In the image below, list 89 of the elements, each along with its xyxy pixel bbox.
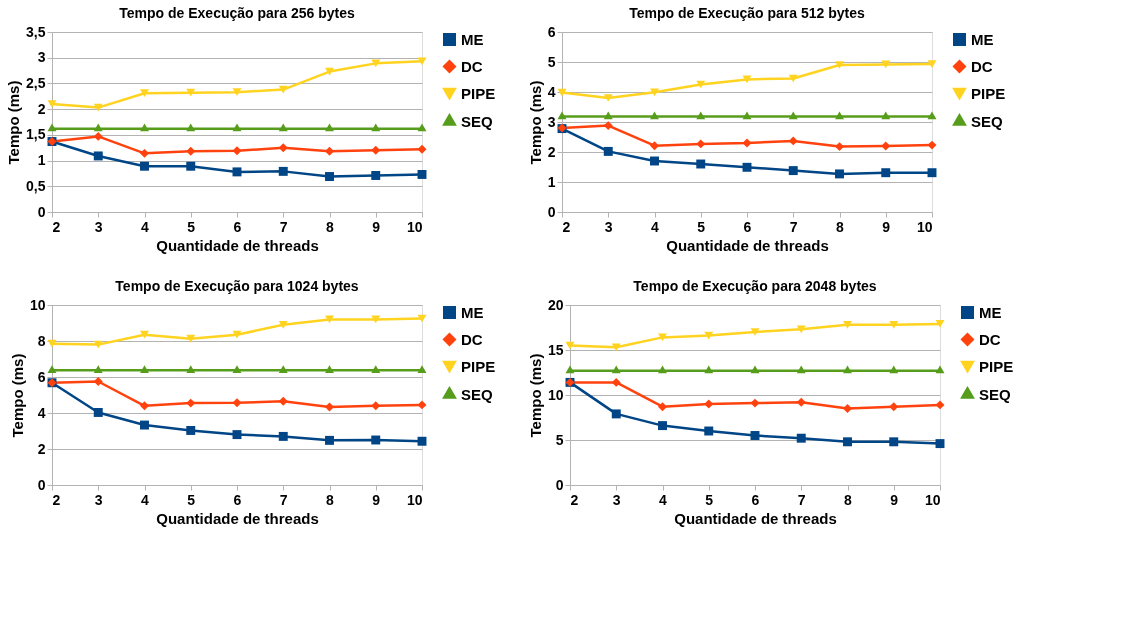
y-tick-label: 1,5: [26, 126, 46, 143]
y-tick-label: 1: [37, 152, 46, 169]
x-axis-title: Quantidade de threads: [674, 509, 837, 527]
y-tick-label: 8: [37, 332, 46, 349]
x-tick-label: 5: [705, 491, 714, 508]
y-axis-title: Tempo (ms): [526, 80, 544, 165]
x-tick-label: 6: [233, 218, 242, 235]
x-tick-label: 6: [743, 218, 752, 235]
y-tick-label: 10: [29, 296, 46, 313]
y-tick-label: 3: [37, 49, 46, 66]
x-tick-label: 3: [604, 218, 613, 235]
x-tick-label: 7: [279, 218, 288, 235]
y-tick-label: 5: [555, 431, 564, 448]
y-tick-label: 2,5: [26, 74, 46, 91]
legend-label: DC: [461, 330, 483, 348]
y-axis-title: Tempo (ms): [8, 353, 26, 438]
x-axis-title: Quantidade de threads: [156, 236, 319, 254]
chart-title: Tempo de Execução para 2048 bytes: [633, 278, 877, 294]
x-tick-label: 6: [751, 491, 760, 508]
y-tick-label: 0: [555, 476, 564, 493]
x-tick-label: 8: [326, 218, 335, 235]
x-tick-label: 7: [797, 491, 806, 508]
x-axis-title: Quantidade de threads: [666, 236, 829, 254]
x-tick-label: 8: [844, 491, 853, 508]
x-tick-label: 5: [187, 491, 196, 508]
x-tick-label: 3: [94, 491, 103, 508]
x-tick-label: 6: [233, 491, 242, 508]
x-tick-label: 3: [612, 491, 621, 508]
y-tick-label: 0: [37, 476, 46, 493]
x-tick-label: 4: [659, 491, 668, 508]
legend-label: DC: [979, 330, 1001, 348]
x-tick-label: 9: [372, 218, 381, 235]
legend-label: PIPE: [461, 357, 496, 375]
legend-label: ME: [461, 30, 484, 48]
y-axis-title: Tempo (ms): [526, 353, 544, 438]
y-tick-label: 4: [547, 83, 556, 100]
legend-label: ME: [971, 30, 994, 48]
y-tick-label: 6: [547, 23, 556, 40]
legend-label: SEQ: [971, 112, 1004, 130]
y-tick-label: 2: [547, 143, 556, 160]
y-tick-label: 0: [547, 203, 556, 220]
y-tick-label: 15: [547, 341, 564, 358]
legend-label: SEQ: [461, 385, 494, 403]
y-tick-label: 5: [547, 53, 556, 70]
x-tick-label: 8: [326, 491, 335, 508]
x-tick-label: 10: [924, 491, 941, 508]
x-axis-title: Quantidade de threads: [156, 509, 319, 527]
y-tick-label: 0: [37, 203, 46, 220]
x-tick-label: 10: [406, 218, 423, 235]
x-tick-label: 2: [570, 491, 579, 508]
x-tick-label: 3: [94, 218, 103, 235]
legend-label: SEQ: [461, 112, 494, 130]
x-tick-label: 4: [141, 491, 150, 508]
x-tick-label: 9: [890, 491, 899, 508]
x-tick-label: 9: [372, 491, 381, 508]
y-tick-label: 20: [547, 296, 564, 313]
x-tick-label: 4: [141, 218, 150, 235]
chart-title: Tempo de Execução para 512 bytes: [629, 5, 865, 21]
legend-label: ME: [461, 303, 484, 321]
y-axis-title: Tempo (ms): [5, 80, 23, 165]
x-tick-label: 5: [697, 218, 706, 235]
legend-label: ME: [979, 303, 1002, 321]
x-tick-label: 7: [279, 491, 288, 508]
x-tick-label: 2: [52, 491, 61, 508]
legend-label: PIPE: [979, 357, 1014, 375]
x-tick-label: 5: [187, 218, 196, 235]
legend-label: PIPE: [461, 84, 496, 102]
y-tick-label: 2: [37, 440, 46, 457]
x-tick-label: 8: [836, 218, 845, 235]
y-tick-label: 2: [37, 100, 46, 117]
y-tick-label: 10: [547, 386, 564, 403]
x-tick-label: 2: [52, 218, 61, 235]
x-tick-label: 9: [882, 218, 891, 235]
y-tick-label: 0,5: [26, 177, 46, 194]
y-tick-label: 3: [547, 113, 556, 130]
y-tick-label: 3,5: [26, 23, 46, 40]
legend-label: DC: [971, 57, 993, 75]
y-tick-label: 4: [37, 404, 46, 421]
legend-label: PIPE: [971, 84, 1006, 102]
x-tick-label: 10: [406, 491, 423, 508]
y-tick-label: 6: [37, 368, 46, 385]
legend-label: SEQ: [979, 385, 1012, 403]
x-tick-label: 4: [651, 218, 660, 235]
chart-title: Tempo de Execução para 256 bytes: [119, 5, 355, 21]
legend-label: DC: [461, 57, 483, 75]
chart-title: Tempo de Execução para 1024 bytes: [115, 278, 359, 294]
y-tick-label: 1: [547, 173, 556, 190]
x-tick-label: 7: [789, 218, 798, 235]
x-tick-label: 10: [916, 218, 933, 235]
